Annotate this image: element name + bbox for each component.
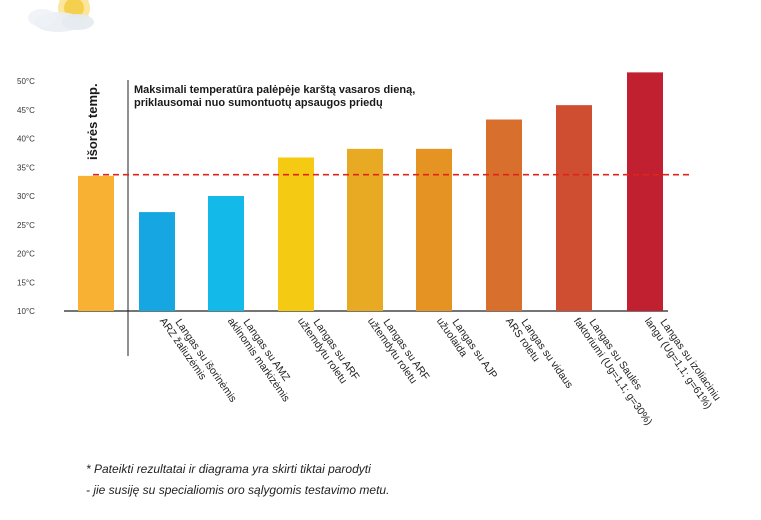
chart-title: Maksimali temperatūra palėpėje karštą va… — [134, 84, 416, 109]
category-labels-layer: Langas su išorinėmisARZ žaliuzėmis Langas… — [157, 309, 724, 428]
bar — [78, 175, 114, 311]
y-tick-label: 45°C — [17, 106, 35, 115]
y-tick-label: 25°C — [17, 221, 35, 230]
category-label-line: langu (Ug=1,1; g=61%) — [642, 316, 714, 412]
bar — [416, 148, 452, 311]
bar — [627, 72, 663, 311]
y-tick-label: 10°C — [17, 307, 35, 316]
bars-layer — [78, 72, 663, 312]
y-tick-label: 50°C — [17, 77, 35, 86]
y-tick-label: 40°C — [17, 135, 35, 144]
y-tick-label: 15°C — [17, 278, 35, 287]
reference-label: išorės temp. — [85, 83, 100, 160]
category-label-line: Langas su išorinėmis — [173, 317, 239, 405]
footnote-line-2: - jie susiję su specialiomis oro sąlygom… — [86, 483, 390, 497]
y-tick-label: 20°C — [17, 250, 35, 259]
category-label-line: faktoriumi (Ug=1,1; g=30%) — [571, 316, 654, 428]
category-label: Langas su ARFužtemdytu roletu — [365, 309, 432, 390]
bar — [486, 119, 522, 312]
bar — [278, 157, 314, 311]
y-tick-label: 30°C — [17, 192, 35, 201]
footnote-line-1: * Pateikti rezultatai ir diagrama yra sk… — [86, 462, 371, 476]
category-label: Langas su izoliaciniulangu (Ug=1,1; g=61… — [642, 309, 724, 412]
y-tick-label: 35°C — [17, 163, 35, 172]
bar — [208, 196, 244, 311]
category-label: Langas su ARFužtemdytu roletu — [295, 309, 362, 390]
sun-cloud-icon — [28, 0, 94, 32]
bar — [139, 212, 175, 311]
category-label: Langas su AJPužuolaida — [434, 309, 500, 388]
bar — [347, 148, 383, 311]
category-label: Langas su AMZaklinomis markizėmis — [225, 309, 302, 404]
category-label: Langas su vidausARS roletu — [503, 309, 575, 398]
reference-layer: išorės temp. — [85, 83, 690, 176]
bar — [556, 105, 592, 312]
